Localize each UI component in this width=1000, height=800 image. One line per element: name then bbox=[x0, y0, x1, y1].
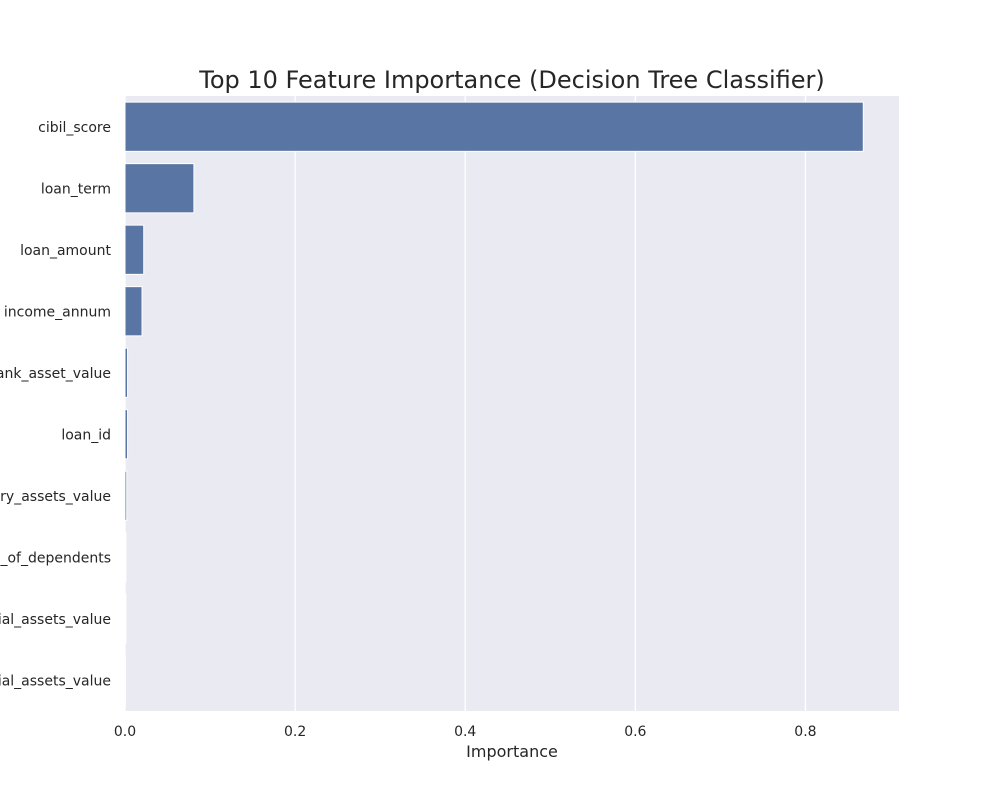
bar-loan-term bbox=[124, 163, 195, 214]
bar-no-of-dependents bbox=[124, 532, 127, 583]
x-tick-labels: 0.0 0.2 0.4 0.6 0.8 bbox=[114, 724, 817, 740]
bar-commercial-assets-value bbox=[124, 593, 127, 644]
bar-cibil-score bbox=[124, 101, 864, 152]
y-tick-labels: cibil_score loan_term loan_amount income_an… bbox=[0, 120, 111, 690]
x-axis-label: Importance bbox=[466, 742, 558, 761]
y-tick-label: cibil_score bbox=[38, 120, 111, 136]
y-tick-label: luxury_assets_value bbox=[0, 489, 111, 505]
y-tick-label: bank_asset_value bbox=[0, 366, 111, 382]
x-tick-label: 0.6 bbox=[624, 724, 646, 740]
x-tick-label: 0.2 bbox=[284, 724, 306, 740]
bar-bank-asset-value bbox=[124, 347, 129, 398]
y-tick-label: commercial_assets_value bbox=[0, 612, 111, 628]
x-tick-label: 0.8 bbox=[794, 724, 816, 740]
bars bbox=[124, 101, 864, 706]
y-tick-label: loan_term bbox=[41, 181, 111, 197]
chart-title: Top 10 Feature Importance (Decision Tree… bbox=[198, 66, 825, 94]
bar-income-annum bbox=[124, 286, 143, 337]
y-tick-label: no_of_dependents bbox=[0, 550, 111, 566]
y-tick-label: loan_id bbox=[61, 427, 111, 443]
x-tick-label: 0.4 bbox=[454, 724, 476, 740]
y-tick-label: loan_amount bbox=[20, 243, 111, 259]
y-tick-label: residential_assets_value bbox=[0, 673, 111, 689]
y-tick-label: income_annum bbox=[4, 304, 111, 320]
bar-loan-id bbox=[124, 409, 129, 460]
bar-luxury-assets-value bbox=[124, 470, 128, 521]
plot-background bbox=[125, 96, 899, 711]
bar-loan-amount bbox=[124, 224, 145, 275]
x-tick-label: 0.0 bbox=[114, 724, 136, 740]
